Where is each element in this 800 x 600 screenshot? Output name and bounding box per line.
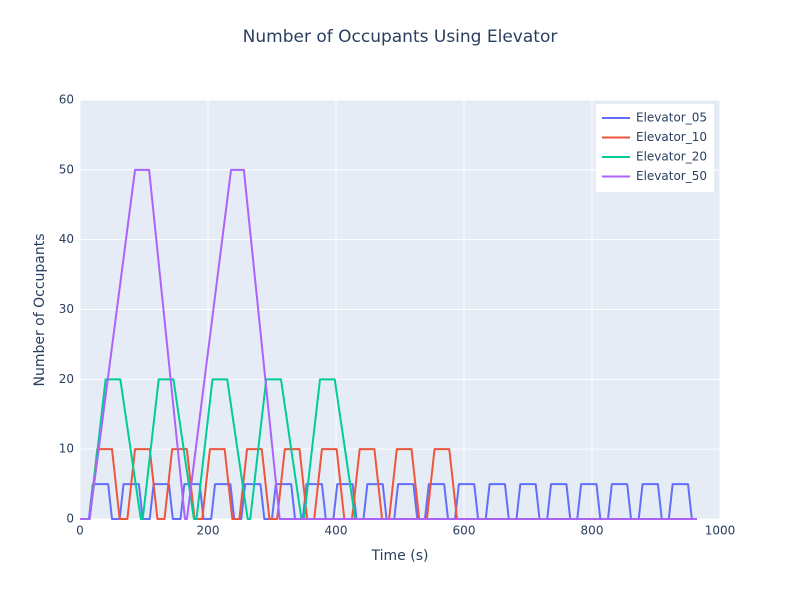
chart-title: Number of Occupants Using Elevator [243, 27, 558, 47]
x-tick-label: 1000 [705, 524, 736, 538]
legend-label: Elevator_20 [636, 150, 707, 164]
y-tick-label: 30 [59, 302, 74, 316]
y-tick-label: 60 [59, 93, 74, 107]
y-tick-label: 40 [59, 232, 74, 246]
x-axis-title: Time (s) [371, 548, 429, 564]
x-tick-label: 200 [197, 524, 220, 538]
y-tick-label: 50 [59, 162, 74, 176]
legend-label: Elevator_05 [636, 111, 707, 125]
legend-label: Elevator_10 [636, 130, 707, 144]
series-line [80, 378, 697, 520]
y-tick-label: 0 [66, 512, 74, 526]
series-line [80, 168, 697, 520]
series-line [80, 448, 697, 520]
legend-label: Elevator_50 [636, 169, 707, 183]
x-tick-label: 400 [325, 524, 348, 538]
x-tick-label: 0 [76, 524, 84, 538]
y-tick-label: 10 [59, 442, 74, 456]
y-axis-title: Number of Occupants [32, 233, 48, 386]
legend: Elevator_05 Elevator_10 Elevator_20 Elevato… [596, 104, 714, 192]
x-tick-label: 600 [453, 524, 476, 538]
x-tick-label: 800 [581, 524, 604, 538]
y-tick-label: 20 [59, 372, 74, 386]
